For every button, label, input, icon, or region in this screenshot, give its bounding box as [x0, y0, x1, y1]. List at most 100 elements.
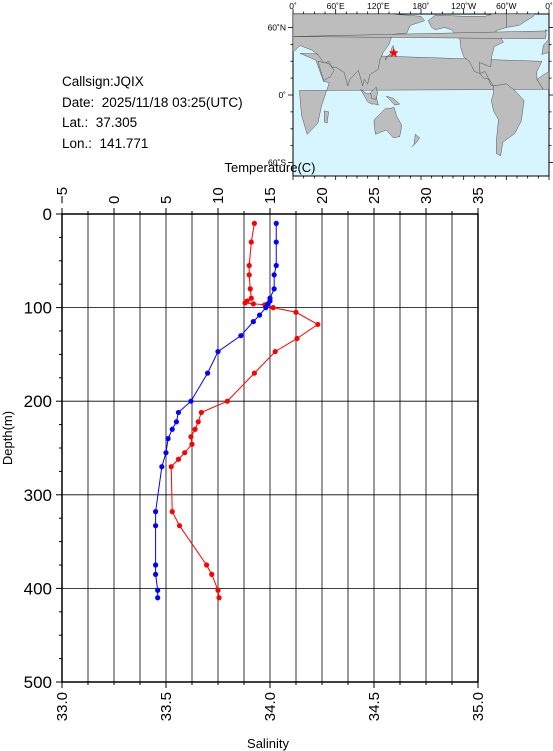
temperature-tick-label: 35	[470, 187, 487, 204]
lat-value: 37.305	[95, 115, 138, 130]
salinity-point	[159, 464, 165, 470]
temperature-point	[203, 562, 210, 568]
temperature-tick-label: −5	[54, 187, 71, 204]
temperature-tick-label: 5	[158, 196, 175, 204]
world-map: 0˚ 60˚E 120˚E 180˚ 120˚W 60˚W 0˚ 60˚N 0˚ 60˚S	[268, 1, 553, 180]
depth-tick-label: 500	[24, 673, 52, 692]
temperature-tick-label: 15	[262, 187, 279, 204]
temperature-tick-label: 0	[106, 196, 123, 204]
landmass	[293, 29, 548, 40]
landmass	[386, 95, 401, 106]
temperature-point	[246, 272, 252, 278]
map-frame-ticks	[288, 9, 553, 180]
temperature-point	[176, 523, 183, 529]
landmass	[506, 13, 536, 28]
temperature-point	[270, 305, 276, 311]
date-row: Date: 2025/11/18 03:25(UTC)	[62, 93, 243, 114]
temperature-ticks: −5 0 5 10 15 20 25 30 35	[54, 187, 487, 214]
salinity-point	[273, 220, 279, 226]
temperature-point	[294, 335, 300, 342]
salinity-point	[163, 450, 169, 456]
salinity-point	[175, 409, 182, 416]
temperature-point	[215, 587, 221, 593]
date-label: Date:	[62, 94, 95, 110]
temperature-point	[189, 441, 195, 447]
salinity-point	[155, 587, 161, 593]
station-star	[389, 48, 399, 58]
map-latitude-label: 60˚N	[268, 23, 286, 33]
salinity-tick-label: 33.5	[158, 692, 175, 721]
salinity-tick-label: 34.0	[262, 692, 279, 721]
temperature-point	[195, 419, 201, 425]
salinity-point	[271, 272, 277, 278]
lat-label: Lat.:	[62, 115, 89, 130]
salinity-point	[257, 312, 263, 318]
landmass	[292, 13, 425, 87]
salinity-point	[273, 239, 279, 245]
map-longitude-label: 0˚	[289, 1, 297, 11]
landmass	[541, 38, 550, 55]
temperature-axis-title: Temperature(C)	[224, 160, 315, 175]
salinity-tick-label: 35.0	[470, 692, 487, 721]
temperature-point	[272, 348, 278, 355]
map-longitude-label: 60˚W	[496, 1, 516, 11]
depth-tick-label: 300	[24, 486, 52, 505]
temperature-point	[224, 398, 230, 404]
callsign-row: Callsign:JQIX	[62, 72, 243, 93]
map-longitude-label: 120˚W	[451, 1, 476, 11]
temperature-point	[192, 426, 198, 432]
depth-ticks: 0 100 200 300 400 500	[24, 205, 62, 692]
depth-tick-label: 100	[24, 299, 52, 318]
temperature-point	[209, 571, 215, 577]
landmass	[411, 134, 420, 147]
chart-grid	[61, 214, 479, 682]
salinity-point	[155, 595, 161, 601]
salinity-axis-title: Salinity	[247, 736, 289, 751]
depth-tick-label: 400	[24, 579, 52, 598]
map-longitude-label: 120˚E	[367, 1, 390, 11]
salinity-point	[205, 370, 211, 376]
map-top-labels: 0˚ 60˚E 120˚E 180˚ 120˚W 60˚W 0˚	[289, 1, 553, 11]
temperature-point	[188, 434, 194, 440]
station-info: Callsign:JQIX Date: 2025/11/18 03:25(UTC…	[62, 72, 243, 154]
temperature-tick-label: 30	[418, 187, 435, 204]
depth-axis-title: Depth(m)	[0, 411, 15, 465]
temperature-point	[248, 239, 254, 245]
temperature-point	[247, 286, 253, 292]
salinity-point	[153, 571, 159, 577]
salinity-tick-label: 33.0	[54, 692, 71, 721]
temperature-tick-label: 20	[314, 187, 331, 204]
landmass	[370, 86, 378, 100]
salinity-point	[169, 426, 175, 432]
map-left-labels: 60˚N 0˚ 60˚S	[268, 23, 287, 168]
temperature-point	[175, 456, 182, 462]
salinity-point	[153, 509, 159, 515]
salinity-point	[250, 319, 256, 325]
salinity-point	[153, 523, 159, 529]
salinity-point	[165, 436, 171, 442]
salinity-point	[271, 286, 277, 292]
temperature-tick-label: 10	[210, 187, 227, 204]
callsign-label: Callsign:	[62, 74, 114, 89]
chart-series	[153, 220, 321, 601]
salinity-point	[263, 305, 269, 311]
salinity-point	[173, 419, 179, 425]
station-marker-icon	[389, 48, 399, 58]
landmass	[317, 61, 335, 81]
temperature-point	[250, 301, 256, 307]
map-longitude-label: 0˚	[545, 1, 553, 11]
salinity-point	[238, 333, 244, 339]
landmass	[536, 71, 550, 90]
temperature-point	[242, 300, 248, 306]
temperature-point	[182, 450, 188, 456]
salinity-point	[215, 348, 221, 355]
lat-row: Lat.: 37.305	[62, 113, 243, 134]
depth-tick-label: 0	[43, 205, 52, 224]
lon-row: Lon.: 141.771	[62, 134, 243, 155]
salinity-tick-label: 34.5	[366, 692, 383, 721]
temperature-point	[248, 295, 254, 301]
map-longitude-label: 60˚E	[327, 1, 345, 11]
map-latitude-label: 0˚	[278, 90, 286, 100]
lon-value: 141.771	[99, 135, 149, 151]
temperature-point	[216, 595, 222, 601]
